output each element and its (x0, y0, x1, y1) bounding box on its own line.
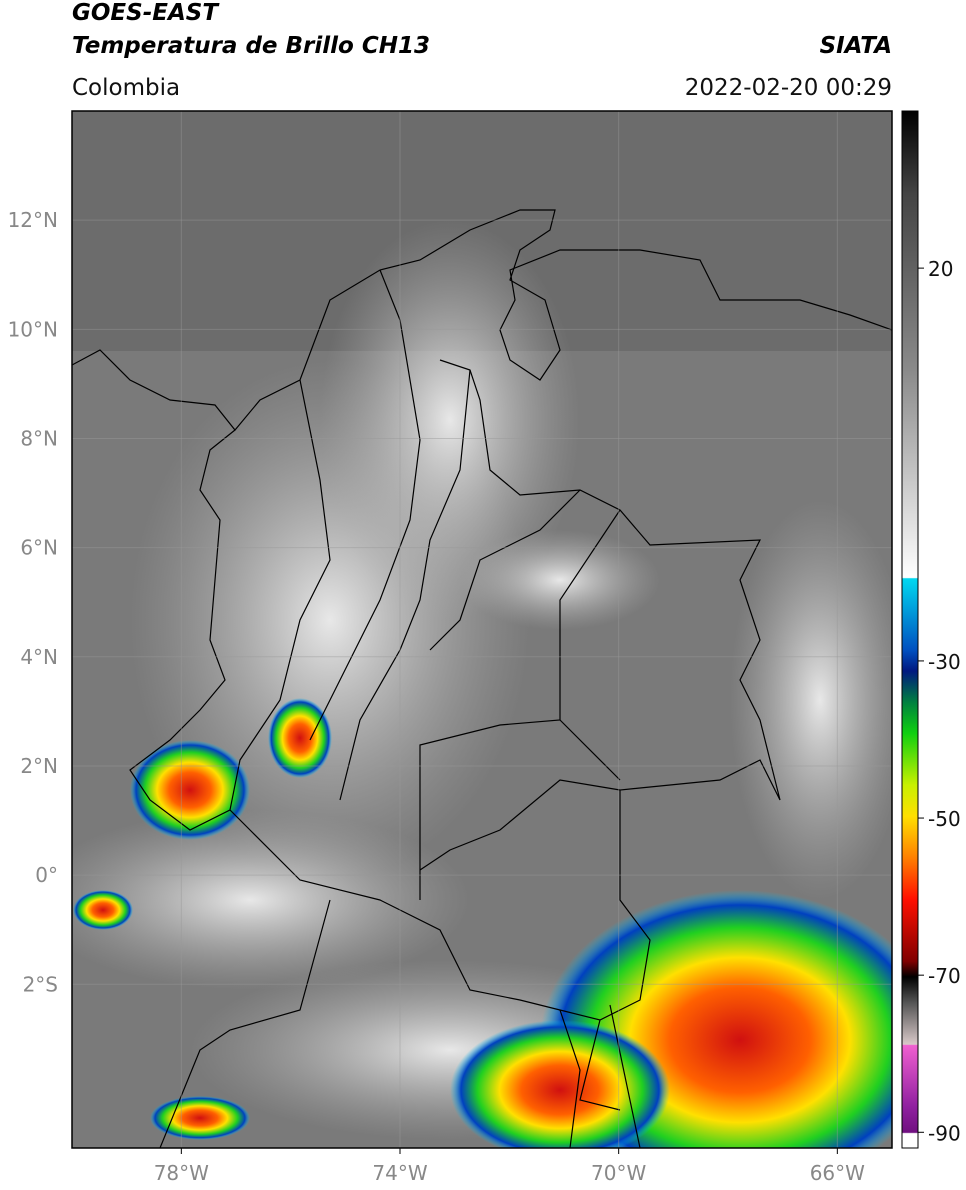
lat-tick-label: 6°N (20, 536, 58, 560)
lon-tick-label: 74°W (372, 1161, 427, 1185)
colorbar-tick-label: -90 (928, 1121, 961, 1145)
lat-tick-label: 2°N (20, 754, 58, 778)
lon-tick-label: 66°W (810, 1161, 865, 1185)
lat-tick-label: 2°S (23, 972, 58, 996)
datetime: 2022-02-20 00:29 (685, 75, 892, 101)
lat-tick-label: 10°N (8, 317, 58, 341)
lat-tick-label: 8°N (20, 426, 58, 450)
product-title: Temperatura de Brillo CH13 (72, 33, 430, 59)
lon-tick-label: 70°W (591, 1161, 646, 1185)
lat-tick-label: 4°N (20, 645, 58, 669)
satellite-name: GOES-EAST (72, 0, 220, 26)
lon-tick-label: 78°W (154, 1161, 209, 1185)
colorbar-tick-label: -50 (928, 807, 961, 831)
map-frame (71, 110, 893, 1149)
colorbar (901, 110, 919, 1149)
satellite-image (72, 111, 892, 1148)
region: Colombia (72, 75, 180, 101)
colorbar-tick-label: -70 (928, 964, 961, 988)
source: SIATA (820, 33, 892, 59)
graticule (72, 111, 892, 1148)
lat-tick-label: 0° (35, 863, 58, 887)
lat-tick-label: 12°N (8, 208, 58, 232)
colorbar-tick-label: 20 (928, 257, 953, 281)
colorbar-tick-label: -30 (928, 650, 961, 674)
